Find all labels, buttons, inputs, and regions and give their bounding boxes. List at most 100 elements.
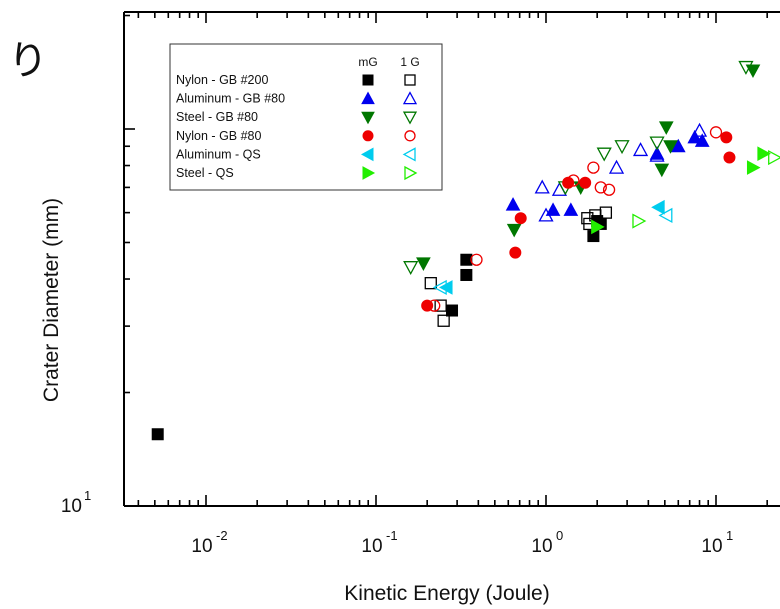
- series-square-filled: [151, 215, 607, 441]
- data-point: [432, 279, 447, 296]
- data-point: [614, 140, 630, 155]
- data-points: [151, 60, 780, 441]
- data-point: [416, 257, 431, 271]
- legend-entry-label: Aluminum - GB #80: [176, 92, 285, 106]
- data-point: [757, 146, 771, 162]
- data-point: [654, 163, 670, 178]
- data-point: [723, 151, 736, 164]
- data-point: [745, 64, 761, 78]
- data-point: [151, 428, 164, 441]
- data-point: [428, 299, 441, 312]
- data-point: [670, 138, 686, 153]
- x-tick-exponent: -1: [386, 528, 398, 543]
- series-triangle-right-open: [632, 149, 780, 229]
- y-tick-label: 10: [61, 496, 82, 517]
- legend-header: mG: [358, 55, 377, 69]
- data-point: [687, 129, 703, 144]
- legend: mG 1 G Nylon - GB #200 Aluminum - GB #80 Ste…: [169, 43, 443, 191]
- plot-axes: [123, 11, 780, 507]
- y-tick-exponent: 1: [84, 488, 91, 503]
- data-point: [658, 121, 674, 135]
- series-circle-open: [428, 126, 723, 312]
- data-point: [602, 183, 616, 196]
- data-point: [579, 176, 592, 189]
- data-point: [594, 181, 607, 194]
- data-point: [545, 202, 561, 216]
- cropped-text-fragment: り: [8, 38, 48, 84]
- data-point: [538, 207, 554, 222]
- x-axis-label: Kinetic Energy (Joule): [344, 582, 549, 605]
- x-tick-label: 10: [701, 536, 722, 557]
- data-point: [709, 126, 723, 139]
- legend-entry-label: Nylon - GB #80: [176, 129, 262, 143]
- data-point: [591, 219, 605, 235]
- legend-header: 1 G: [400, 55, 419, 69]
- x-tick-label: 10: [191, 536, 212, 557]
- data-point: [738, 60, 754, 75]
- legend-marker-open: [402, 111, 418, 125]
- data-point: [720, 131, 733, 144]
- legend-marker-filled: [361, 91, 375, 105]
- data-point: [599, 206, 613, 219]
- legend-marker-open: [402, 147, 416, 162]
- data-point: [649, 136, 665, 151]
- y-axis-label: Crater Diameter (mm): [40, 198, 63, 402]
- data-point: [424, 277, 437, 290]
- series-triangle-up-filled: [505, 129, 710, 216]
- data-point: [768, 149, 780, 166]
- legend-entry-label: Steel - QS: [176, 166, 234, 180]
- x-tick-label: 10: [361, 536, 382, 557]
- legend-marker-filled: [361, 111, 375, 125]
- data-point: [658, 207, 673, 223]
- data-point: [434, 299, 447, 312]
- legend-marker-filled: [362, 130, 374, 142]
- legend-entry-label: Nylon - GB #200: [176, 73, 268, 87]
- data-point: [460, 253, 473, 266]
- legend-marker-filled: [362, 74, 374, 86]
- x-tick-label: 10: [531, 536, 552, 557]
- data-point: [514, 212, 527, 225]
- data-point: [506, 223, 522, 238]
- data-point: [534, 179, 550, 194]
- legend-marker-open: [404, 130, 416, 142]
- data-point: [581, 212, 594, 225]
- legend-marker-open: [404, 165, 418, 181]
- legend-entry-label: Aluminum - QS: [176, 147, 261, 161]
- series-triangle-left-open: [432, 207, 673, 296]
- legend-marker-open: [404, 74, 416, 86]
- data-point: [632, 213, 647, 229]
- series-triangle-right-filled: [591, 146, 771, 235]
- data-point: [649, 147, 665, 162]
- data-point: [691, 122, 708, 137]
- data-point: [460, 268, 473, 281]
- data-point: [663, 140, 678, 154]
- data-point: [746, 160, 761, 175]
- data-point: [505, 197, 521, 211]
- series-triangle-down-open: [403, 60, 754, 276]
- data-point: [596, 147, 612, 162]
- legend-marker-filled: [362, 166, 376, 180]
- data-point: [403, 261, 419, 276]
- data-point: [651, 199, 665, 215]
- legend-box: [169, 43, 443, 191]
- data-point: [587, 161, 600, 174]
- x-tick-exponent: -2: [216, 528, 228, 543]
- data-point: [608, 159, 625, 174]
- series-square-open: [424, 206, 613, 327]
- data-point: [632, 142, 649, 157]
- series-circle-filled: [421, 131, 736, 312]
- legend-marker-filled: [360, 147, 374, 162]
- x-tick-exponent: 1: [726, 528, 733, 543]
- legend-marker-open: [402, 91, 418, 105]
- legend-entry-label: Steel - GB #80: [176, 110, 258, 124]
- data-point: [567, 174, 580, 187]
- data-point: [437, 314, 450, 327]
- data-point: [694, 133, 710, 147]
- data-point: [470, 253, 483, 266]
- data-point: [563, 202, 579, 216]
- x-tick-exponent: 0: [556, 528, 563, 543]
- data-point: [446, 304, 459, 317]
- series-triangle-up-open: [534, 122, 708, 222]
